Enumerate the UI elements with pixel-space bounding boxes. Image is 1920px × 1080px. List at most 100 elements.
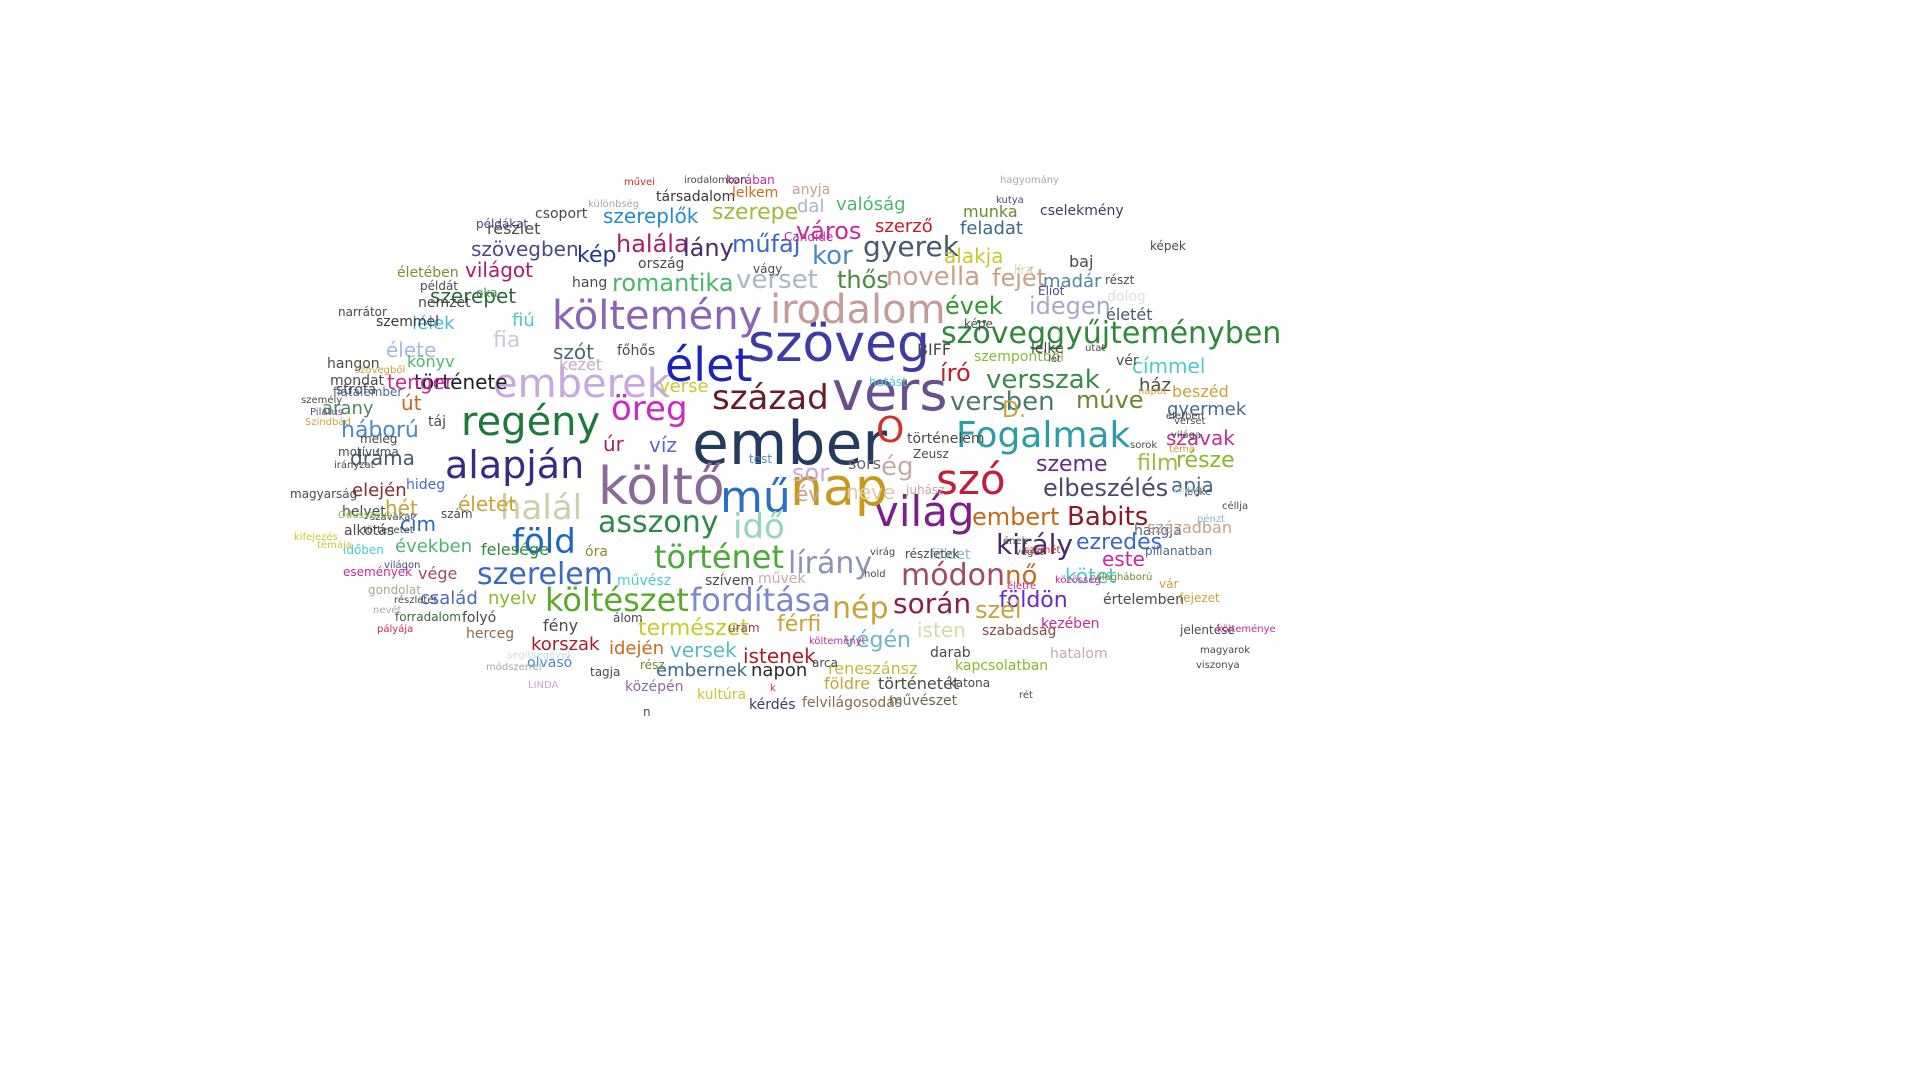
cloud-word: kultúra	[697, 687, 747, 703]
cloud-word: ének	[1003, 536, 1028, 547]
cloud-word: irányzat	[334, 460, 375, 471]
cloud-word: dal	[797, 196, 825, 217]
cloud-word: test	[749, 452, 773, 466]
cloud-word: D.	[1002, 398, 1026, 423]
cloud-word: sor	[792, 459, 830, 487]
cloud-word: szél	[975, 596, 1022, 624]
cloud-word: fordítása	[690, 581, 832, 619]
cloud-word: főhős	[617, 343, 656, 359]
cloud-word: magyarok	[1200, 645, 1251, 656]
cloud-word: ég	[881, 452, 914, 482]
cloud-word: táj	[428, 414, 446, 430]
cloud-word: oka	[476, 286, 498, 300]
cloud-word: regény	[461, 399, 601, 445]
cloud-word: hang	[572, 275, 608, 291]
cloud-word: nyelv	[488, 588, 537, 609]
cloud-word: mű	[720, 472, 791, 523]
cloud-word: líra	[1014, 263, 1033, 277]
cloud-word: tagja	[590, 665, 621, 679]
cloud-word: meleg	[360, 432, 398, 446]
cloud-word: katona	[949, 676, 991, 690]
cloud-word: felvilágosodás	[802, 695, 903, 711]
cloud-word: szám	[441, 507, 473, 521]
cloud-word: versben	[950, 387, 1055, 417]
cloud-word: értelemben	[1103, 592, 1184, 608]
cloud-word: hatalom	[1050, 646, 1108, 662]
cloud-word: földre	[824, 674, 871, 693]
cloud-word: világa	[1171, 430, 1202, 441]
cloud-word: neve	[846, 480, 896, 504]
cloud-word: anyja	[792, 182, 831, 198]
cloud-word: végén	[843, 628, 911, 653]
cloud-word: juhász	[906, 483, 945, 497]
cloud-word: szavak	[1166, 426, 1235, 450]
cloud-word: viszonya	[1196, 660, 1240, 671]
cloud-word: tenger	[387, 370, 454, 394]
cloud-word: világháború	[1093, 572, 1153, 583]
cloud-word: természet	[638, 616, 749, 641]
cloud-word: véget	[1015, 547, 1044, 558]
cloud-word: cím	[400, 512, 437, 536]
cloud-word: fejét	[992, 264, 1047, 292]
cloud-word: részlet	[487, 219, 541, 238]
cloud-word: képek	[1150, 239, 1186, 253]
cloud-word: költő	[598, 457, 725, 517]
cloud-word: szívem	[705, 573, 755, 589]
cloud-word: kezét	[559, 355, 603, 374]
cloud-word: korszak	[531, 634, 600, 655]
cloud-word: munka	[963, 202, 1018, 221]
cloud-word: művek	[758, 571, 806, 587]
cloud-word: témája	[317, 540, 352, 551]
cloud-word: években	[395, 536, 473, 557]
cloud-word: lélek	[412, 313, 455, 334]
cloud-word: kifejezés	[294, 532, 338, 543]
cloud-word: narrátor	[338, 305, 387, 319]
cloud-word: múve	[1076, 386, 1144, 414]
cloud-word: fény	[543, 616, 579, 635]
cloud-word: szerepe	[712, 200, 799, 225]
cloud-word: Éliot	[1038, 284, 1065, 298]
cloud-word: álom	[613, 611, 643, 625]
cloud-word: kezében	[1041, 616, 1100, 632]
cloud-word: herceg	[466, 626, 515, 642]
cloud-word: alapján	[445, 443, 585, 487]
cloud-word: férfi	[777, 612, 822, 637]
cloud-word: szemét	[1024, 545, 1061, 556]
cloud-word: költemény	[552, 293, 763, 339]
cloud-word: Babits	[1067, 502, 1149, 532]
cloud-word: Candide	[784, 230, 834, 244]
cloud-word: különbség	[588, 199, 640, 210]
cloud-word: hold	[864, 569, 886, 580]
cloud-word: dráma	[350, 446, 415, 470]
cloud-word: virág	[870, 547, 896, 558]
cloud-word: óra	[585, 544, 608, 560]
cloud-word: szövegből	[355, 365, 406, 376]
cloud-word: Fogalmak	[956, 415, 1131, 456]
cloud-word: részt	[1105, 273, 1135, 287]
cloud-word: elején	[352, 480, 407, 501]
cloud-word: műfaj	[732, 230, 801, 258]
cloud-word: ház	[1139, 375, 1171, 396]
cloud-word: romantika	[612, 269, 734, 297]
cloud-word: lány	[683, 234, 734, 262]
cloud-word: szavakat	[370, 512, 415, 523]
cloud-word: életét	[1106, 305, 1153, 324]
cloud-word: céllja	[1222, 501, 1249, 512]
cloud-word: költeményt	[809, 636, 866, 647]
cloud-word: napon	[751, 660, 808, 681]
cloud-word: LINDA	[528, 680, 559, 691]
cloud-word: események	[343, 565, 413, 579]
cloud-word: szabadság	[982, 623, 1057, 639]
cloud-word: életben	[1166, 411, 1204, 422]
cloud-word: hét	[385, 496, 418, 520]
cloud-word: hangja	[1134, 523, 1182, 539]
cloud-word: kapcsolatban	[955, 658, 1049, 674]
cloud-word: nő	[1005, 561, 1038, 591]
cloud-word: szemmel	[376, 314, 440, 330]
cloud-word: művész	[617, 573, 672, 589]
cloud-word: hatást	[869, 375, 907, 389]
cloud-word: versek	[670, 638, 737, 662]
cloud-word: föld	[512, 522, 576, 562]
cloud-word: család	[420, 588, 478, 609]
